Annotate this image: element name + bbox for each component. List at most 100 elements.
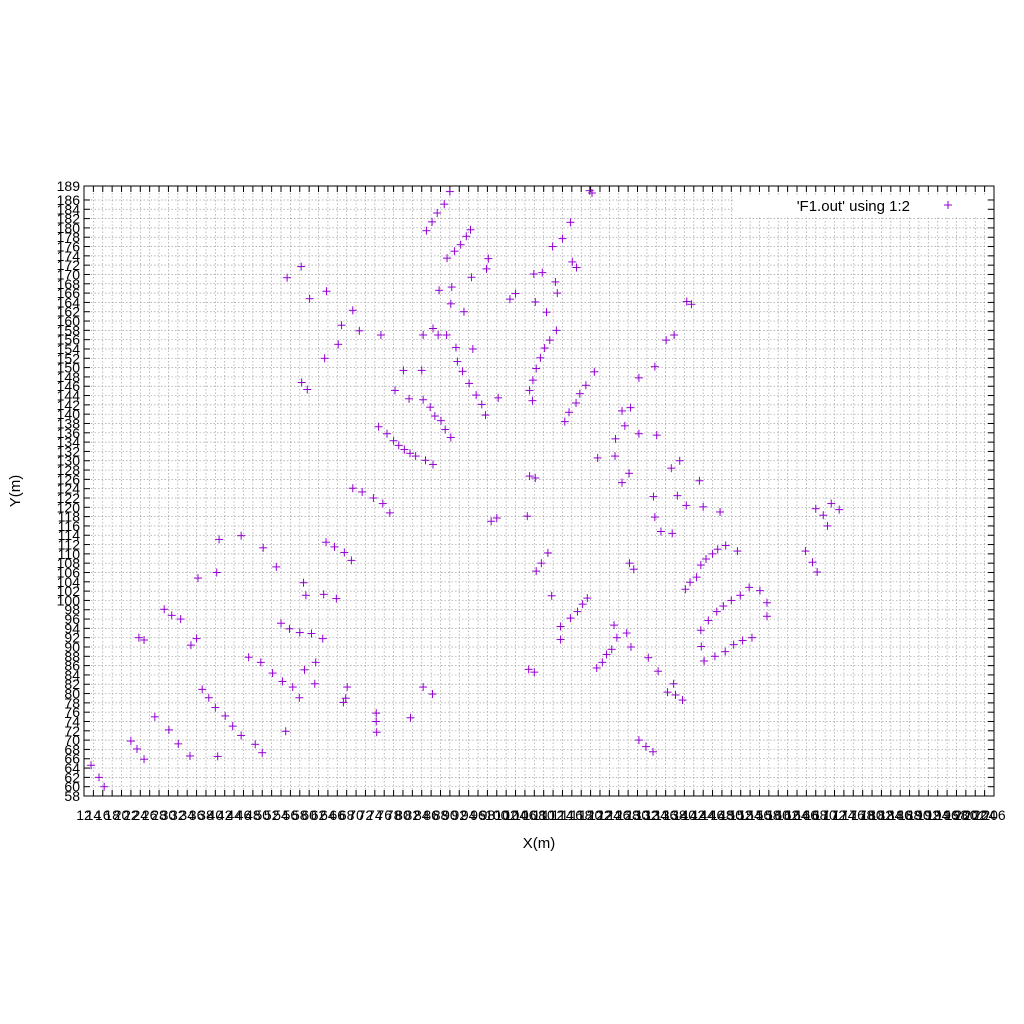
x-tick-label: 122 [588,807,612,823]
y-tick-label: 110 [58,546,81,562]
x-tick-label: 168 [804,807,828,823]
data-point [428,690,437,699]
y-tick-label: 64 [64,760,80,776]
data-point [278,677,287,686]
data-point [667,464,676,473]
y-tick-label: 142 [57,397,81,413]
data-point [198,685,207,694]
data-point [552,326,561,335]
x-tick-label: 164 [785,807,809,823]
data-point [244,653,253,662]
x-tick-label: 44 [226,807,242,823]
y-axis-ticks: 5860626466687072747678808284868890929496… [57,178,994,804]
data-point [285,624,294,633]
data-point [611,434,620,443]
data-point [801,547,810,556]
data-point [477,400,486,409]
data-point [295,628,304,637]
y-tick-label: 130 [57,453,81,469]
x-tick-label: 186 [889,807,913,823]
data-point [572,263,581,272]
data-point [434,331,443,340]
data-point [251,740,260,749]
data-point [204,693,213,702]
x-tick-label: 132 [635,807,659,823]
y-tick-label: 156 [57,332,81,348]
data-point [738,636,747,645]
data-point [419,683,428,692]
data-point [430,412,439,421]
data-point [339,698,348,707]
x-tick-label: 138 [663,807,687,823]
x-tick-label: 100 [485,807,509,823]
data-point [625,469,634,478]
x-tick-label: 32 [170,807,186,823]
data-point [729,640,738,649]
data-point [283,273,292,282]
y-tick-label: 68 [64,741,80,757]
data-point [712,607,721,616]
x-tick-label: 174 [832,807,856,823]
data-point [372,728,381,737]
y-tick-label: 70 [64,732,80,748]
data-point [300,665,309,674]
data-point [343,683,352,692]
data-point [553,289,562,298]
x-tick-label: 74 [367,807,383,823]
data-point [704,616,713,625]
data-point [428,217,437,226]
x-tick-label: 36 [189,807,205,823]
data-point [532,364,541,373]
data-point [531,473,540,482]
legend-background [735,195,985,217]
x-tick-label: 188 [898,807,922,823]
data-point [612,633,621,642]
data-point [211,703,220,712]
x-tick-label: 62 [311,807,327,823]
data-point [644,653,653,662]
data-point [259,543,268,552]
data-point [212,568,221,577]
data-point [590,367,599,376]
data-point [311,658,320,667]
data-point [164,725,173,734]
data-point [419,395,428,404]
x-tick-label: 110 [533,807,556,823]
data-point [568,257,577,266]
data-point [602,650,611,659]
data-point [383,429,392,438]
data-point [256,658,265,667]
data-point [537,559,546,568]
data-point [450,247,459,256]
data-point [543,548,552,557]
y-tick-label: 152 [57,350,81,366]
data-point [721,541,730,550]
data-point [186,641,195,650]
grid-lines [84,186,994,796]
data-point [406,713,415,722]
data-point [626,403,635,412]
data-point [297,378,306,387]
data-point [671,690,680,699]
y-tick-label: 78 [64,695,80,711]
legend-plus-marker [944,201,952,209]
x-tick-label: 152 [729,807,753,823]
x-tick-label: 128 [616,807,640,823]
data-point [372,709,381,718]
x-tick-label: 52 [264,807,280,823]
data-point [422,226,431,235]
x-tick-label: 34 [179,807,195,823]
data-point [272,562,281,571]
x-tick-label: 58 [292,807,308,823]
data-point [610,621,619,630]
x-tick-label: 162 [776,807,800,823]
data-point [523,512,532,521]
data-point [686,578,695,587]
data-point [652,431,661,440]
x-tick-label: 112 [542,807,565,823]
data-point [376,331,385,340]
y-tick-label: 144 [57,388,81,404]
data-point [237,531,246,540]
data-point [581,381,590,390]
